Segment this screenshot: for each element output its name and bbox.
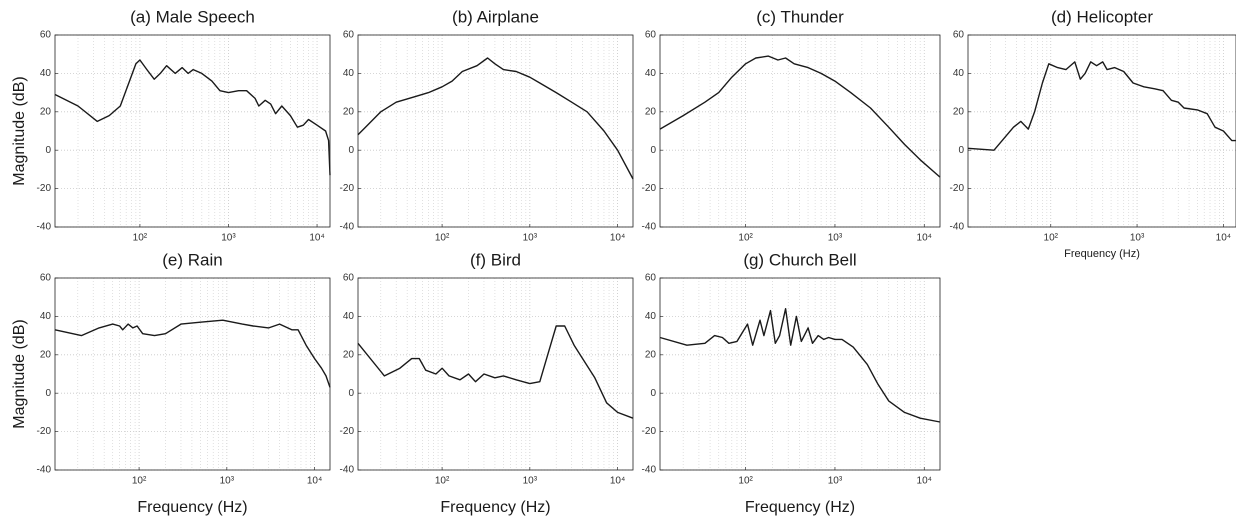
x-tick-label: 10² xyxy=(1044,233,1059,244)
x-tick-label: 10⁴ xyxy=(610,476,625,487)
axes-frame xyxy=(659,34,941,228)
y-tick-label: 0 xyxy=(958,145,964,156)
y-tick-label: 40 xyxy=(343,311,355,322)
x-tick-label: 10⁴ xyxy=(307,476,322,487)
axes-frame xyxy=(967,34,1236,228)
axes-frame xyxy=(54,34,331,228)
y-tick-label: 20 xyxy=(645,106,657,117)
data-line xyxy=(54,59,331,176)
y-tick-label: -40 xyxy=(37,465,52,476)
plot-area xyxy=(660,278,940,470)
x-axis-label: Frequency (Hz) xyxy=(137,499,247,516)
y-tick-label: 0 xyxy=(650,145,656,156)
y-axis-label: Magnitude (dB) xyxy=(11,319,28,428)
y-tick-label: 60 xyxy=(953,30,965,41)
subplot-title: (d) Helicopter xyxy=(1051,7,1153,26)
y-tick-label: 20 xyxy=(343,106,355,117)
y-tick-label: -40 xyxy=(642,222,657,233)
y-tick-label: -20 xyxy=(950,183,965,194)
y-tick-label: -20 xyxy=(37,426,52,437)
x-tick-label: 10⁴ xyxy=(917,233,932,244)
y-tick-label: 60 xyxy=(40,30,52,41)
y-tick-label: -20 xyxy=(37,183,52,194)
x-axis-label: Frequency (Hz) xyxy=(745,499,855,516)
y-tick-label: 0 xyxy=(348,145,354,156)
plot-area xyxy=(358,35,633,227)
subplot-title: (g) Church Bell xyxy=(743,250,856,269)
subplot-title: (e) Rain xyxy=(162,250,222,269)
y-tick-label: 60 xyxy=(343,30,355,41)
y-tick-label: 40 xyxy=(40,68,52,79)
y-tick-label: 40 xyxy=(645,68,657,79)
y-tick-label: 40 xyxy=(40,311,52,322)
y-tick-label: 0 xyxy=(45,388,51,399)
x-tick-label: 10⁴ xyxy=(917,476,932,487)
data-line xyxy=(357,57,634,180)
y-tick-label: -40 xyxy=(642,465,657,476)
axes-frame xyxy=(357,34,634,228)
y-tick-label: 20 xyxy=(953,106,965,117)
y-tick-label: 0 xyxy=(348,388,354,399)
y-axis-label: Magnitude (dB) xyxy=(11,76,28,185)
x-tick-label: 10³ xyxy=(523,233,538,244)
plot-area xyxy=(660,35,940,227)
y-tick-label: -40 xyxy=(37,222,52,233)
y-tick-label: -20 xyxy=(340,426,355,437)
x-tick-label: 10³ xyxy=(828,233,843,244)
y-tick-label: 60 xyxy=(40,273,52,284)
data-line xyxy=(659,55,941,178)
data-line xyxy=(357,325,634,419)
y-tick-label: 60 xyxy=(645,30,657,41)
y-tick-label: -20 xyxy=(642,426,657,437)
y-tick-label: 20 xyxy=(343,349,355,360)
axes-frame xyxy=(357,277,634,471)
x-tick-label: 10² xyxy=(132,476,147,487)
y-tick-label: -20 xyxy=(642,183,657,194)
y-tick-label: 20 xyxy=(40,106,52,117)
y-tick-label: -20 xyxy=(340,183,355,194)
y-tick-label: 60 xyxy=(343,273,355,284)
plot-area xyxy=(55,278,330,470)
y-tick-label: 20 xyxy=(645,349,657,360)
y-tick-label: -40 xyxy=(340,222,355,233)
y-tick-label: 0 xyxy=(45,145,51,156)
x-tick-label: 10³ xyxy=(523,476,538,487)
y-tick-label: -40 xyxy=(340,465,355,476)
y-tick-label: 40 xyxy=(953,68,965,79)
x-axis-label: Frequency (Hz) xyxy=(440,499,550,516)
y-tick-label: 0 xyxy=(650,388,656,399)
y-tick-label: 40 xyxy=(645,311,657,322)
data-line xyxy=(659,308,941,423)
x-tick-label: 10³ xyxy=(1130,233,1145,244)
x-tick-label: 10³ xyxy=(220,476,235,487)
subplot-title: (c) Thunder xyxy=(756,7,844,26)
axes-frame xyxy=(659,277,941,471)
x-tick-label: 10² xyxy=(133,233,148,244)
y-tick-label: -40 xyxy=(950,222,965,233)
x-axis-label: Frequency (Hz) xyxy=(1064,248,1140,260)
x-tick-label: 10² xyxy=(738,233,753,244)
plot-area xyxy=(968,35,1236,227)
plot-area xyxy=(358,278,633,470)
data-line xyxy=(54,319,331,388)
y-tick-label: 60 xyxy=(645,273,657,284)
subplot-title: (f) Bird xyxy=(470,250,521,269)
plot-area xyxy=(55,35,330,227)
x-tick-label: 10² xyxy=(435,476,450,487)
y-tick-label: 20 xyxy=(40,349,52,360)
x-tick-label: 10³ xyxy=(221,233,236,244)
axes-frame xyxy=(54,277,331,471)
subplot-title: (b) Airplane xyxy=(452,7,539,26)
x-tick-label: 10² xyxy=(738,476,753,487)
subplot-title: (a) Male Speech xyxy=(130,7,255,26)
x-tick-label: 10⁴ xyxy=(610,233,625,244)
data-line xyxy=(967,61,1236,151)
x-tick-label: 10⁴ xyxy=(1216,233,1231,244)
x-tick-label: 10⁴ xyxy=(309,233,324,244)
x-tick-label: 10² xyxy=(435,233,450,244)
y-tick-label: 40 xyxy=(343,68,355,79)
x-tick-label: 10³ xyxy=(828,476,843,487)
